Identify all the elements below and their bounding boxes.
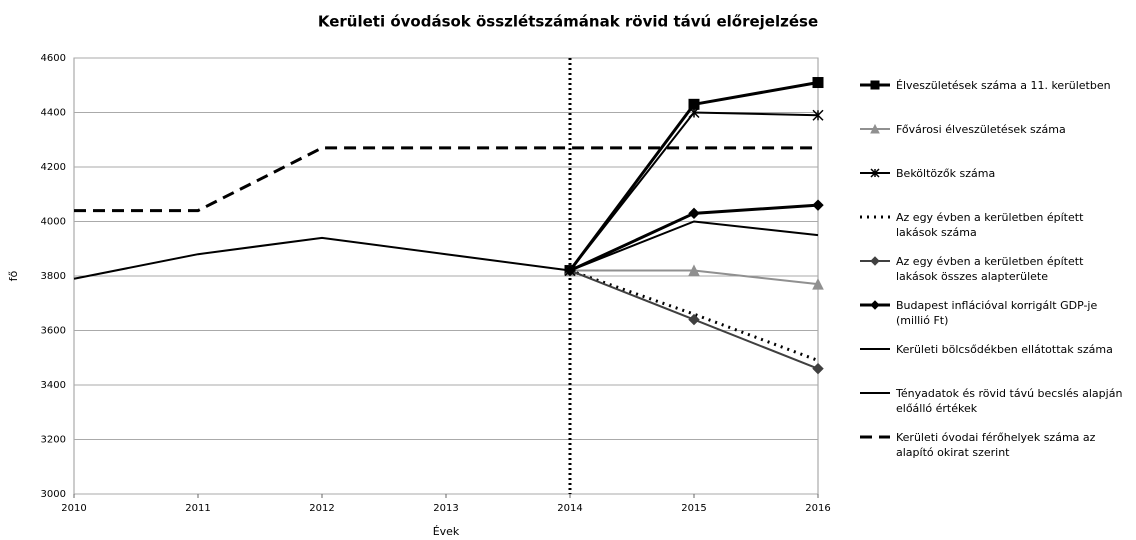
legend-item: Élveszületések száma a 11. kerületben — [858, 78, 1128, 122]
marker — [812, 199, 824, 211]
x-tick-label: 2015 — [681, 503, 706, 514]
y-tick-label: 3400 — [41, 380, 66, 391]
marker — [688, 264, 700, 277]
marker — [812, 109, 824, 121]
marker — [870, 168, 880, 178]
legend-swatch — [860, 256, 890, 266]
x-tick-label: 2014 — [557, 503, 582, 514]
marker — [870, 256, 880, 266]
marker — [812, 77, 824, 89]
y-tick-label: 3800 — [41, 271, 66, 282]
marker — [688, 106, 700, 119]
legend-label: Budapest inflációval korrigált GDP-je (m… — [896, 299, 1098, 327]
legend: Élveszületések száma a 11. kerületben Főv… — [858, 78, 1128, 474]
legend-label: Fővárosi élveszületések száma — [896, 123, 1066, 136]
legend-label: Tényadatok és rövid távú becslés alapján… — [896, 387, 1123, 415]
legend-swatch — [860, 392, 890, 394]
legend-item: Az egy évben a kerületben épített lakáso… — [858, 210, 1128, 254]
legend-label: Az egy évben a kerületben épített lakáso… — [896, 255, 1084, 283]
marker — [688, 207, 700, 220]
y-tick-label: 4400 — [41, 108, 66, 119]
legend-item: Beköltözők száma — [858, 166, 1128, 210]
chart-title: Kerületi óvodások összlétszámának rövid … — [318, 13, 818, 31]
x-tick-label: 2016 — [805, 503, 830, 514]
series-line — [74, 146, 818, 213]
marker — [688, 313, 700, 326]
x-tick-label: 2013 — [433, 503, 458, 514]
series-line — [569, 220, 819, 272]
legend-item: Budapest inflációval korrigált GDP-je (m… — [858, 298, 1128, 342]
y-tick-label: 4200 — [41, 162, 66, 173]
chart: Kerületi óvodások összlétszámának rövid … — [7, 13, 831, 539]
series-line — [569, 269, 819, 362]
legend-item: Tényadatok és rövid távú becslés alapján… — [858, 386, 1128, 430]
legend-label: Beköltözők száma — [896, 167, 996, 180]
marker — [870, 123, 880, 134]
x-tick-label: 2010 — [61, 503, 86, 514]
legend-item: Az egy évben a kerületben épített lakáso… — [858, 254, 1128, 298]
marker — [812, 362, 824, 375]
series-line — [73, 236, 571, 280]
legend-item: Kerületi bölcsődékben ellátottak száma — [858, 342, 1128, 386]
legend-swatch — [860, 168, 890, 178]
legend-swatch — [860, 348, 890, 350]
y-axis-label: fő — [7, 270, 20, 281]
legend-swatch — [860, 123, 890, 134]
marker — [870, 80, 880, 90]
legend-swatch — [860, 435, 890, 439]
legend-label: Az egy évben a kerületben épített lakáso… — [896, 211, 1084, 239]
y-tick-label: 3200 — [41, 435, 66, 446]
legend-swatch — [860, 300, 890, 310]
legend-swatch — [860, 80, 890, 90]
x-tick-label: 2012 — [309, 503, 334, 514]
marker — [870, 300, 880, 310]
legend-label: Kerületi bölcsődékben ellátottak száma — [896, 343, 1113, 356]
marker — [812, 278, 824, 290]
y-tick-label: 4600 — [41, 53, 66, 64]
x-tick-label: 2011 — [185, 503, 210, 514]
y-tick-label: 3600 — [41, 326, 66, 337]
legend-swatch — [860, 215, 890, 219]
series-line — [569, 111, 819, 272]
y-tick-label: 3000 — [41, 489, 66, 500]
legend-label: Kerületi óvodai férőhelyek száma az alap… — [896, 431, 1096, 459]
legend-item: Fővárosi élveszületések száma — [858, 122, 1128, 166]
x-axis-label: Évek — [433, 525, 460, 538]
y-tick-label: 4000 — [41, 217, 66, 228]
legend-label: Élveszületések száma a 11. kerületben — [896, 79, 1111, 92]
legend-item: Kerületi óvodai férőhelyek száma az alap… — [858, 430, 1128, 474]
